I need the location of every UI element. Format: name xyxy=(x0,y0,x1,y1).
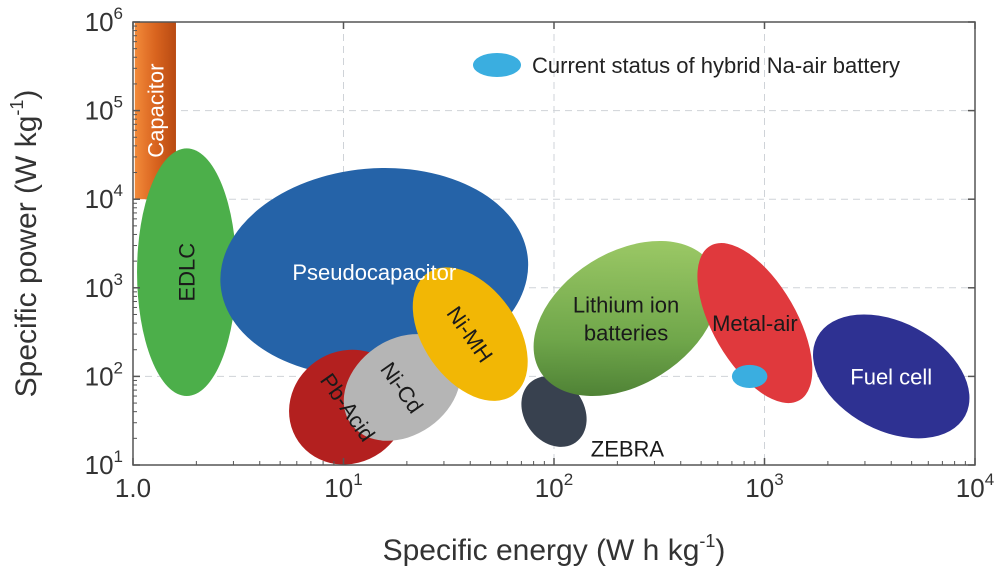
y-tick-label: 101 xyxy=(85,447,123,480)
legend-marker xyxy=(473,53,521,77)
pseudocapacitor-label: Pseudocapacitor xyxy=(292,260,456,285)
x-axis-title: Specific energy (W h kg-1) xyxy=(383,531,726,567)
y-tick-label: 105 xyxy=(85,93,123,126)
lithium-ion-batteries-label: Lithium ion batteries xyxy=(573,292,679,345)
fuel-cell-label: Fuel cell xyxy=(850,364,932,389)
edlc-label: EDLC xyxy=(174,243,199,302)
axes: 1.0 101 102 103 104101102103104105106Specifi… xyxy=(7,4,994,567)
x-tick-label: 103 xyxy=(745,470,783,503)
zebra-region xyxy=(521,376,587,447)
y-tick-label: 104 xyxy=(85,181,123,214)
legend: Current status of hybrid Na-air battery xyxy=(473,53,900,78)
capacitor-label: Capacitor xyxy=(143,64,168,158)
metal-air-region xyxy=(697,243,813,404)
y-tick-label: 102 xyxy=(85,358,123,391)
legend-label: Current status of hybrid Na-air battery xyxy=(532,53,900,78)
x-tick-label: 102 xyxy=(535,470,573,503)
y-axis-title: Specific power (W kg-1) xyxy=(7,90,43,398)
y-tick-label: 103 xyxy=(85,270,123,303)
metal-air-label: Metal-air xyxy=(712,311,798,336)
ni-cd-region xyxy=(343,334,461,441)
y-tick-label: 106 xyxy=(85,4,123,37)
x-tick-label: 1.0 xyxy=(115,473,151,503)
zebra-label: ZEBRA xyxy=(591,436,665,461)
x-tick-label: 101 xyxy=(324,470,362,503)
x-tick-label: 104 xyxy=(956,470,994,503)
ni-mh-region xyxy=(412,267,528,401)
regions xyxy=(134,22,970,465)
lithium-ion-batteries-region xyxy=(533,240,719,397)
edlc-region xyxy=(137,148,237,397)
current-status-of-hybrid-na-air-battery-region xyxy=(731,364,768,388)
fuel-cell-region xyxy=(813,314,970,439)
